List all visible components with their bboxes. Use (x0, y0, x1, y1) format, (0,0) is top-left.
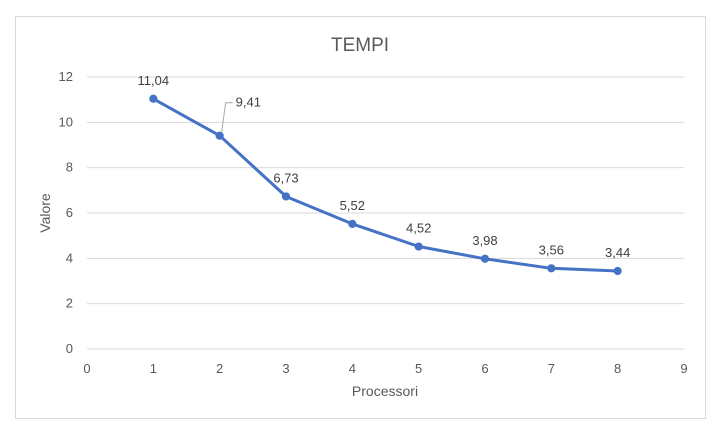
y-tick-label: 10 (59, 114, 73, 129)
data-point (149, 94, 158, 103)
series-layer (149, 94, 622, 276)
data-label: 5,52 (340, 198, 365, 213)
y-tick-label: 2 (66, 296, 73, 311)
x-axis-title: Processori (352, 383, 418, 399)
chart-frame (15, 16, 706, 419)
data-point (414, 242, 423, 251)
leader-line (221, 102, 233, 132)
data-point (547, 264, 556, 273)
x-tick-label: 1 (150, 361, 157, 376)
x-tick-label: 5 (415, 361, 422, 376)
x-tick-label: 6 (481, 361, 488, 376)
gridlines (87, 76, 684, 350)
data-labels: 11,04 9,41 6,73 5,52 4,52 3,98 3,56 3,44 (138, 73, 631, 260)
x-tick-label: 3 (282, 361, 289, 376)
data-label: 6,73 (273, 170, 298, 185)
y-axis-ticks: 0 2 4 6 8 10 12 (59, 69, 73, 356)
data-point (215, 131, 224, 140)
data-point (348, 219, 357, 228)
x-axis-ticks: 0 1 2 3 4 5 6 7 8 9 (83, 361, 687, 376)
y-tick-label: 6 (66, 205, 73, 220)
x-tick-label: 2 (216, 361, 223, 376)
y-tick-label: 12 (59, 69, 73, 84)
data-label: 3,98 (472, 233, 497, 248)
y-axis-title: Valore (37, 193, 53, 233)
data-label: 3,56 (539, 242, 564, 257)
x-tick-label: 7 (548, 361, 555, 376)
data-point (281, 192, 291, 201)
x-tick-label: 0 (83, 361, 90, 376)
x-tick-label: 9 (680, 361, 687, 376)
chart-title: TEMPI (331, 35, 389, 56)
data-label: 9,41 (236, 95, 261, 110)
data-label: 4,52 (406, 221, 431, 236)
data-label: 3,44 (605, 245, 630, 260)
data-point (480, 254, 490, 263)
data-label: 11,04 (138, 73, 170, 88)
series-line (151, 97, 620, 273)
y-tick-label: 4 (66, 250, 73, 265)
data-point (613, 266, 622, 276)
x-tick-label: 4 (349, 361, 356, 376)
y-tick-label: 8 (66, 160, 73, 175)
x-tick-label: 8 (614, 361, 621, 376)
y-tick-label: 0 (66, 341, 73, 356)
